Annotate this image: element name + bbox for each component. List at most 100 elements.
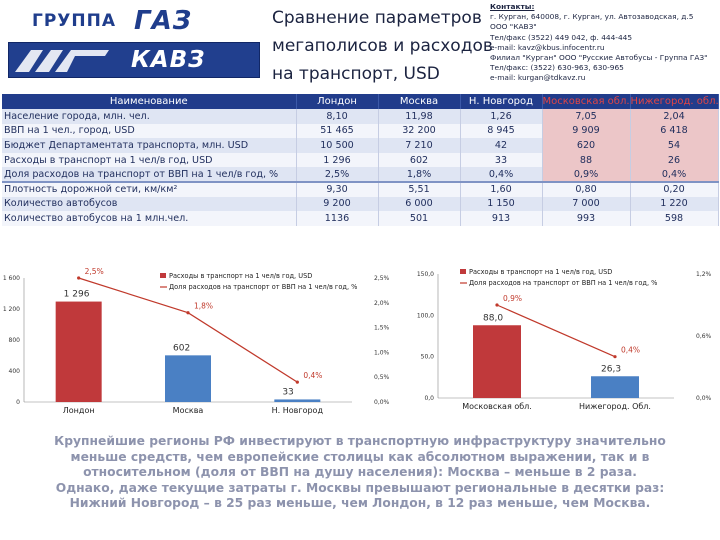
company-logo: ГРУППА ГАЗ КАВЗ (8, 4, 260, 86)
line-value-label: 1,8% (194, 302, 213, 311)
line-point (295, 380, 299, 384)
y2-tick-label: 0,6% (696, 333, 712, 340)
bar-value-label: 88,0 (483, 313, 503, 323)
y2-tick-label: 1,2% (696, 271, 712, 278)
table-cell: 1,26 (460, 109, 543, 124)
column-header: Лондон (296, 94, 379, 109)
bar-value-label: 33 (282, 387, 293, 397)
table-row: Бюджет Департаментата транспорта, млн. U… (2, 138, 719, 153)
table-cell: 913 (460, 211, 543, 226)
row-label: Бюджет Департаментата транспорта, млн. U… (2, 138, 297, 153)
table-cell: 26 (630, 152, 719, 168)
table-cell: 1136 (296, 211, 379, 226)
column-header: Нижегород. обл. (630, 94, 719, 109)
table-cell: 501 (378, 211, 461, 226)
y-tick-label: 50,0 (421, 354, 435, 361)
contact-line: Филиал "Курган" ООО "Русские Автобусы - … (490, 53, 708, 63)
y2-tick-label: 1,5% (374, 325, 390, 332)
table-cell: 598 (630, 211, 719, 226)
title-line: мегаполисов и расходов (272, 36, 493, 56)
legend-label: Расходы в транспорт на 1 чел/в год, USD (469, 268, 612, 276)
column-header: Н. Новгород (460, 94, 543, 109)
bar (165, 355, 211, 402)
table-cell: 9 200 (296, 196, 379, 212)
y-tick-label: 1 200 (3, 306, 20, 313)
conclusion-line: Крупнейшие регионы РФ инвестируют в тран… (54, 434, 666, 448)
y-tick-label: 0 (16, 399, 20, 406)
y-tick-label: 100,0 (417, 312, 434, 319)
row-label: Количество автобусов на 1 млн.чел. (2, 211, 297, 226)
y-tick-label: 150,0 (417, 271, 434, 278)
category-label: Лондон (63, 406, 95, 415)
table-cell: 2,5% (296, 167, 379, 182)
row-label: Население города, млн. чел. (2, 109, 297, 124)
table-cell: 9,30 (296, 180, 379, 197)
table-cell: 1,8% (378, 167, 461, 182)
conclusion-text: Крупнейшие регионы РФ инвестируют в тран… (10, 434, 710, 512)
table-cell: 7 210 (378, 138, 461, 153)
line-value-label: 0,4% (621, 346, 640, 355)
chart-regions: 0,0 50,0 100,0 150,0 0,0% 0,6% 1,2% Расходы в т… (417, 268, 712, 411)
y-tick-label: 400 (9, 368, 21, 375)
bar-value-label: 26,3 (601, 364, 621, 374)
header: ГРУППА ГАЗ КАВЗ Сравнение параметров мег… (0, 0, 720, 92)
logo-bottom-row: КАВЗ (8, 42, 260, 78)
y2-tick-label: 2,5% (374, 275, 390, 282)
y2-tick-label: 0,0% (696, 395, 712, 402)
table-cell: 1,60 (460, 180, 543, 197)
page-title: Сравнение параметров мегаполисов и расхо… (272, 4, 493, 88)
row-label: Плотность дорожной сети, км/км² (2, 180, 297, 197)
table-row: ВВП на 1 чел., город, USD 51 465 32 200 … (2, 123, 719, 139)
table-cell: 88 (542, 152, 631, 168)
legend-label: Доля расходов на транспорт от ВВП на 1 ч… (169, 283, 357, 291)
table-cell: 0,80 (542, 180, 631, 197)
y-tick-label: 1 600 (3, 275, 20, 282)
row-label: ВВП на 1 чел., город, USD (2, 123, 297, 139)
bar (55, 301, 102, 402)
table-cell: 1 296 (296, 152, 379, 168)
row-label: Доля расходов на транспорт от ВВП на 1 ч… (2, 167, 297, 182)
y2-tick-label: 2,0% (374, 300, 390, 307)
table-cell: 6 000 (378, 196, 461, 212)
table-row: Доля расходов на транспорт от ВВП на 1 ч… (2, 167, 719, 182)
table-row: Население города, млн. чел. 8,10 11,98 1… (2, 109, 719, 124)
table-cell: 993 (542, 211, 631, 226)
bar (473, 325, 521, 398)
table-cell: 1 220 (630, 196, 719, 212)
contact-line: Тел/факс: (3522) 630-963, 630-965 (490, 63, 624, 73)
table-cell: 0,4% (460, 167, 543, 182)
logo-gaz-text: ГАЗ (134, 5, 193, 36)
table-cell: 2,04 (630, 109, 719, 124)
column-header: Наименование (2, 94, 297, 109)
line-point (186, 311, 190, 315)
table-cell: 32 200 (378, 123, 461, 139)
contact-line: Тел/факс (3522) 449 042, ф. 444-445 (490, 32, 633, 42)
table-cell: 7 000 (542, 196, 631, 212)
line-point (613, 355, 617, 359)
deer-emblem-icon (15, 50, 109, 72)
logo-group-text: ГРУППА (32, 10, 117, 31)
logo-top-row: ГРУППА ГАЗ (8, 4, 260, 37)
table-cell: 5,51 (378, 180, 461, 197)
legend-swatch-bars (460, 269, 466, 274)
table-cell: 42 (460, 138, 543, 153)
contact-line: ООО "КАВЗ" (490, 22, 537, 32)
legend-label: Расходы в транспорт на 1 чел/в год, USD (169, 272, 312, 280)
category-label: Московская обл. (462, 402, 532, 411)
table-row: Плотность дорожной сети, км/км² 9,30 5,5… (2, 180, 719, 197)
y2-tick-label: 1,0% (374, 349, 390, 356)
contact-line: г. Курган, 640008, г. Курган, ул. Автоза… (490, 12, 694, 22)
table-cell: 0,20 (630, 180, 719, 197)
y2-tick-label: 0,5% (374, 374, 390, 381)
contact-email: e-mail: kurgan@tdkavz.ru (490, 73, 586, 83)
y-tick-label: 800 (9, 337, 21, 344)
table-cell: 8 945 (460, 123, 543, 139)
table-cell: 8,10 (296, 109, 379, 124)
line-point (495, 303, 499, 307)
row-label: Количество автобусов (2, 196, 297, 212)
legend-swatch-bars (160, 273, 166, 278)
category-label: Нижегород. Обл. (579, 402, 651, 411)
contacts-block: Контакты: г. Курган, 640008, г. Курган, … (490, 2, 716, 84)
table-cell: 11,98 (378, 109, 461, 124)
conclusion-line: меньше средств, чем европейские столицы … (70, 449, 650, 464)
